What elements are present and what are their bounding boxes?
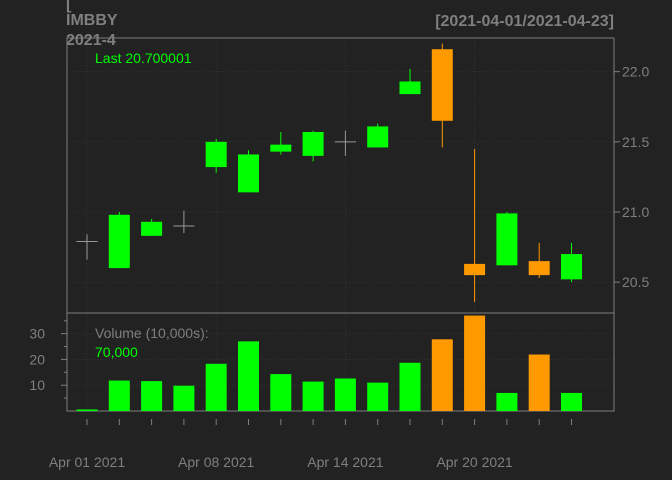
volume-bar (108, 380, 130, 411)
volume-bar (76, 409, 98, 411)
volume-bar (302, 381, 324, 411)
axes: 20.5 21.0 21.5 22.0 10 20 30 Apr 01 2021 Apr 08 … (29, 64, 649, 470)
volume-tick-label: 10 (29, 377, 45, 393)
date-tick-label: Apr 01 2021 (49, 454, 125, 470)
candle-body (528, 261, 550, 276)
volume-tick-label: 30 (29, 326, 45, 342)
candle-body (205, 141, 227, 168)
volume-legend-label: Volume (10,000s): (95, 325, 209, 341)
volume-bar (205, 363, 227, 411)
volume-bar (464, 315, 486, 411)
volume-bar (561, 392, 582, 411)
candle-body (367, 126, 389, 148)
candle-body (561, 254, 582, 280)
price-tick-label: 22.0 (622, 64, 649, 80)
volume-bar (399, 362, 421, 411)
candle-body (431, 49, 453, 121)
chart-title-line-2: IMBBY (66, 12, 118, 29)
volume-bar (431, 339, 453, 411)
volume-bar (367, 382, 389, 411)
candle-body (270, 144, 292, 152)
volume-bars (76, 315, 582, 411)
volume-bar (528, 354, 550, 411)
chart-title-line-1: [ (66, 0, 72, 13)
candle-body (238, 154, 259, 193)
volume-bar (238, 341, 259, 411)
date-tick-label: Apr 08 2021 (178, 454, 254, 470)
candles (76, 43, 582, 302)
volume-last-value: 70,000 (95, 344, 138, 360)
volume-bar (270, 374, 292, 411)
date-tick-label: Apr 14 2021 (307, 454, 383, 470)
volume-bar (173, 385, 195, 411)
candle-body (464, 263, 486, 276)
candle-body (108, 214, 130, 269)
volume-tick-label: 20 (29, 351, 45, 367)
volume-bar (334, 378, 356, 411)
date-range-label: [2021-04-01/2021-04-23] (435, 13, 614, 30)
volume-bar (141, 381, 163, 411)
candle-body (399, 81, 421, 95)
chart-title-line-3: 2021-4 (66, 32, 116, 49)
price-tick-label: 21.5 (622, 134, 649, 150)
volume-bar (496, 392, 518, 411)
last-price-label: Last 20.700001 (95, 50, 192, 66)
candle-body (496, 213, 518, 266)
price-tick-label: 20.5 (622, 274, 649, 290)
candle-body (141, 221, 163, 236)
date-tick-label: Apr 20 2021 (436, 454, 512, 470)
candle-body (302, 132, 324, 156)
price-tick-label: 21.0 (622, 204, 649, 220)
